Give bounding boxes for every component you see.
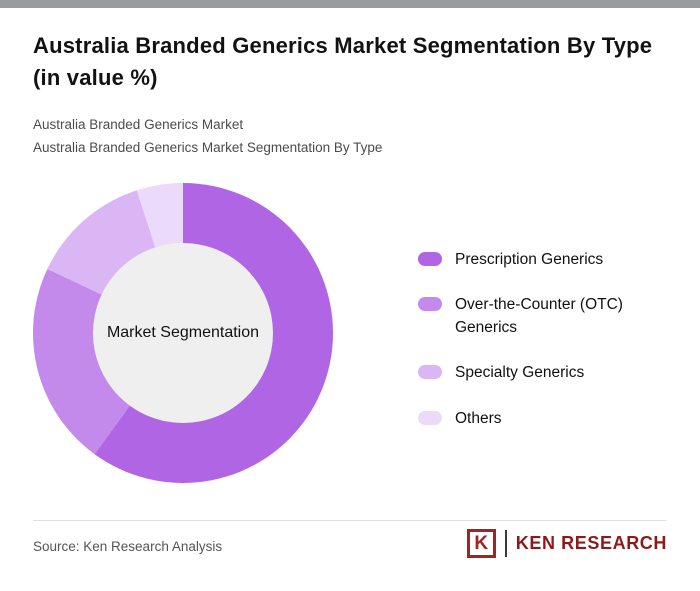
subtitle-line-1: Australia Branded Generics Market	[33, 117, 244, 132]
donut-hole: Market Segmentation	[93, 243, 273, 423]
top-bar	[0, 0, 700, 8]
page-title: Australia Branded Generics Market Segmen…	[33, 33, 653, 90]
legend-item: Prescription Generics	[418, 249, 668, 271]
legend-swatch-icon	[418, 365, 442, 380]
footer-divider	[33, 520, 667, 521]
legend-swatch-icon	[418, 252, 442, 266]
legend-label: Others	[455, 409, 502, 427]
legend-item: Specialty Generics	[418, 362, 668, 384]
subtitle-line-2: Australia Branded Generics Market Segmen…	[33, 139, 383, 155]
subtitle-block: Australia Branded Generics Market Austra…	[33, 114, 653, 160]
legend-swatch-icon	[418, 297, 442, 312]
legend-label: Over-the-Counter (OTC) Generics	[455, 296, 623, 336]
legend-item: Over-the-Counter (OTC) Generics	[418, 294, 668, 339]
ken-research-logo: K KEN RESEARCH	[466, 529, 667, 558]
donut-center-label: Market Segmentation	[106, 324, 260, 341]
chart-legend: Prescription Generics Over-the-Counter (…	[418, 249, 668, 430]
legend-label: Specialty Generics	[455, 364, 585, 382]
donut-chart: Market Segmentation	[33, 183, 333, 483]
legend-item: Others	[418, 408, 668, 430]
logo-text: KEN RESEARCH	[515, 533, 667, 553]
source-text: Source: Ken Research Analysis	[33, 539, 223, 554]
logo-divider	[504, 530, 507, 557]
logo-k-emblem-icon: K	[466, 529, 496, 558]
legend-swatch-icon	[418, 410, 442, 425]
legend-label: Prescription Generics	[455, 251, 604, 268]
